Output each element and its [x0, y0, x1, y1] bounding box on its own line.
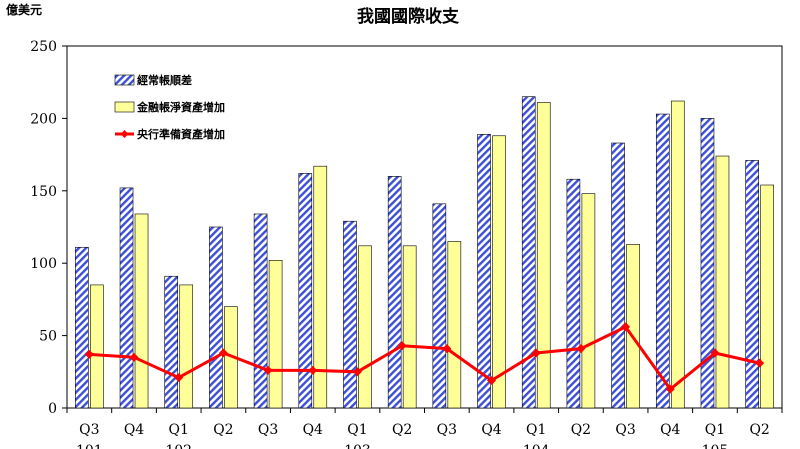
y-tick-label: 0 — [48, 401, 57, 417]
x-tick-label: Q3 — [258, 422, 278, 438]
x-tick-label: Q1 — [705, 422, 725, 438]
bar-current-account — [611, 142, 625, 409]
bar-financial-account — [447, 241, 462, 409]
legend-label: 央行準備資產增加 — [137, 127, 225, 141]
x-tick-label: Q1 — [169, 422, 189, 438]
x-tick-label: Q1 — [347, 422, 367, 438]
x-tick-label: Q2 — [571, 422, 591, 438]
line-point-reserve-assets — [531, 348, 541, 358]
line-point-reserve-assets — [129, 352, 139, 362]
y-tick-label: 100 — [30, 256, 57, 272]
x-tick-label: Q4 — [481, 422, 501, 438]
line-point-reserve-assets — [487, 375, 497, 385]
bar-financial-account — [313, 165, 328, 409]
y-tick-label: 50 — [39, 329, 57, 345]
x-tick-label: Q1 — [526, 422, 546, 438]
legend-swatch-current-account — [114, 74, 135, 86]
line-point-reserve-assets — [442, 344, 452, 354]
line-point-reserve-assets — [576, 344, 586, 354]
bar-current-account — [521, 96, 536, 409]
bar-current-account — [164, 275, 179, 409]
line-point-reserve-assets — [755, 358, 765, 368]
bar-financial-account — [492, 135, 506, 409]
line-point-reserve-assets — [218, 348, 228, 358]
y-tick-label: 200 — [30, 111, 57, 127]
x-year-label: 102 — [165, 443, 192, 449]
line-point-reserve-assets — [263, 365, 273, 375]
bar-financial-account — [581, 193, 596, 409]
line-point-reserve-assets — [710, 348, 720, 358]
bar-current-account — [432, 203, 447, 409]
x-year-label: 105 — [702, 443, 729, 449]
x-year-label: 101 — [76, 443, 103, 449]
bar-financial-account — [134, 213, 149, 409]
legend-label: 金融帳淨資產增加 — [136, 100, 225, 114]
bar-financial-account — [715, 155, 730, 409]
line-point-reserve-assets — [397, 341, 407, 351]
bar-current-account — [566, 178, 581, 409]
y-tick-label: 250 — [30, 39, 57, 55]
line-point-reserve-assets — [352, 367, 362, 377]
bar-financial-account — [179, 284, 194, 409]
y-tick-label: 150 — [30, 184, 57, 200]
x-tick-label: Q2 — [392, 422, 412, 438]
bar-current-account — [209, 226, 223, 409]
x-tick-label: Q3 — [79, 422, 99, 438]
legend-label: 經常帳順差 — [137, 73, 192, 87]
x-tick-label: Q4 — [124, 422, 144, 438]
x-year-label: 103 — [344, 443, 371, 449]
x-year-label: 104 — [523, 443, 550, 449]
bar-current-account — [253, 213, 268, 409]
x-tick-label: Q3 — [437, 422, 457, 438]
legend-marker-reserve-assets — [120, 130, 129, 138]
bar-financial-account — [268, 260, 283, 409]
x-tick-label: Q4 — [303, 422, 323, 438]
line-point-reserve-assets — [84, 349, 94, 359]
line-reserve-assets — [89, 325, 760, 392]
unit-label: 億美元 — [6, 2, 42, 17]
bar-current-account — [477, 134, 491, 409]
plot-area: 0 50 100 150 200 250 Q3 101 Q4 Q1 102 Q2 Q3 Q4 Q1 103 Q2… — [30, 39, 783, 449]
chart-title: 我國國際收支 — [357, 6, 460, 27]
legend-swatch-financial-account — [114, 101, 135, 113]
line-point-reserve-assets — [665, 384, 675, 394]
bar-current-account — [387, 176, 402, 409]
line-point-reserve-assets — [621, 322, 631, 332]
bar-financial-account — [670, 100, 685, 409]
bar-current-account — [119, 187, 134, 409]
bar-financial-account — [90, 284, 104, 409]
line-point-reserve-assets — [174, 373, 184, 383]
bar-current-account — [700, 118, 715, 409]
bar-current-account — [343, 220, 357, 409]
x-tick-label: Q2 — [749, 422, 769, 438]
bar-financial-account — [358, 245, 372, 409]
bar-financial-account — [402, 245, 417, 409]
bar-current-account — [745, 160, 759, 409]
x-tick-label: Q3 — [615, 422, 635, 438]
bar-current-account — [75, 246, 89, 409]
bar-current-account — [298, 173, 313, 409]
bar-financial-account — [760, 184, 774, 409]
x-tick-label: Q4 — [660, 422, 680, 438]
x-tick-label: Q2 — [213, 422, 233, 438]
line-point-reserve-assets — [308, 365, 318, 375]
bar-financial-account — [536, 102, 551, 409]
bar-current-account — [655, 113, 670, 409]
